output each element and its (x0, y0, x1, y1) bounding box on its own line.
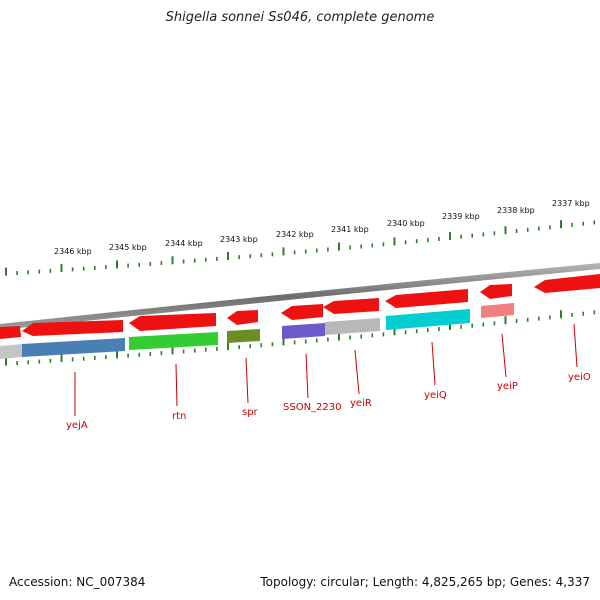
kbp-label: 2344 kbp (165, 239, 203, 248)
gene-band-spr (227, 329, 260, 343)
leader-line (431, 341, 436, 386)
cds-arrow (22, 320, 123, 336)
kbp-label: 2345 kbp (109, 243, 147, 252)
kbp-label: 2342 kbp (276, 230, 314, 239)
gene-label: SSON_2230 (283, 402, 342, 413)
cds-arrow (534, 274, 600, 293)
cds-arrow (0, 326, 21, 339)
gene-bands (0, 303, 514, 359)
cds-arrow (227, 310, 258, 325)
outer-tick-ring (5, 220, 596, 276)
backbone-track (0, 263, 600, 330)
cds-arrow (385, 289, 468, 308)
topology-info: Topology: circular; Length: 4,825,265 bp… (260, 575, 590, 589)
accession-text: Accession: NC_007384 (9, 575, 146, 589)
gene-label: yejA (66, 420, 88, 431)
gene-band-yeiP (481, 303, 514, 318)
gene-band-SSON_2230 (282, 323, 325, 339)
kbp-label: 2338 kbp (497, 206, 535, 215)
leader-line (573, 323, 578, 368)
gene-label: yeiO (568, 372, 591, 383)
gene-band-rtn (129, 332, 218, 350)
cds-arrows (0, 274, 600, 339)
gene-label: yeiR (350, 398, 372, 409)
kbp-label: 2346 kbp (54, 247, 92, 256)
gene-label: yeiP (497, 381, 518, 392)
cds-arrow (480, 284, 512, 299)
cds-arrow (281, 304, 323, 320)
leader-line (354, 349, 360, 395)
gene-band-yejA (22, 338, 125, 357)
gene-band-yeiR (325, 318, 380, 335)
cds-arrow (323, 298, 379, 314)
leader-line (305, 353, 309, 399)
kbp-label: 2337 kbp (552, 199, 590, 208)
leader-line (501, 333, 507, 378)
gene-label: yeiQ (424, 390, 447, 401)
leader-line (175, 363, 178, 407)
gene-label: spr (242, 407, 259, 418)
gene-band-yeiQ (386, 309, 470, 330)
genome-title: Shigella sonnei Ss046, complete genome (165, 10, 435, 25)
inner-tick-ring (5, 310, 596, 366)
kbp-label: 2343 kbp (220, 235, 258, 244)
kbp-label: 2340 kbp (387, 219, 425, 228)
gene-label: rtn (172, 411, 186, 422)
gene-band (0, 344, 22, 359)
kbp-label: 2341 kbp (331, 225, 369, 234)
leader-line (245, 357, 249, 404)
kbp-label: 2339 kbp (442, 212, 480, 221)
cds-arrow (129, 313, 216, 331)
